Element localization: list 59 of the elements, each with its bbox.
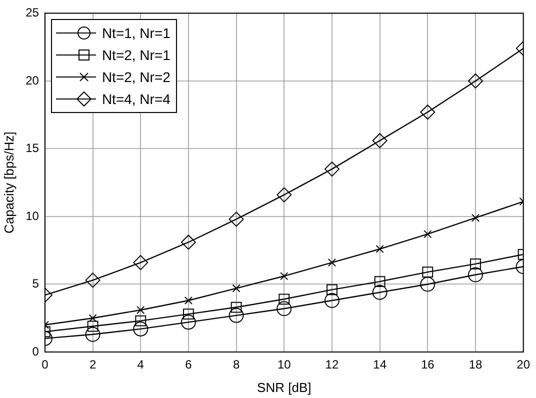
y-tick-label: 0 bbox=[32, 344, 40, 358]
legend-label: Nt=4, Nr=4 bbox=[102, 91, 170, 108]
point bbox=[232, 284, 240, 292]
y-tick-label: 25 bbox=[26, 6, 40, 20]
point bbox=[468, 267, 483, 282]
point bbox=[326, 284, 338, 296]
point bbox=[324, 293, 340, 308]
y-tick-label: 15 bbox=[26, 141, 40, 156]
point bbox=[424, 230, 432, 238]
point bbox=[228, 212, 244, 227]
point bbox=[376, 244, 384, 254]
x-tick-label: 6 bbox=[185, 358, 192, 372]
point bbox=[85, 326, 100, 342]
point bbox=[133, 321, 148, 336]
point bbox=[422, 266, 434, 278]
legend-label: Nt=2, Nr=2 bbox=[102, 69, 170, 86]
point bbox=[278, 294, 290, 305]
point bbox=[180, 234, 196, 250]
y-tick-label: 10 bbox=[26, 208, 40, 223]
legend-label: Nt=2, Nr=1 bbox=[102, 47, 170, 64]
point bbox=[184, 296, 192, 305]
point bbox=[88, 314, 97, 322]
point bbox=[280, 272, 288, 280]
x-tick-label: 4 bbox=[137, 358, 144, 372]
x-tick-label: 0 bbox=[42, 358, 49, 372]
x-tick-label: 18 bbox=[468, 358, 482, 372]
point bbox=[372, 284, 388, 300]
x-tick-label: 20 bbox=[516, 358, 530, 372]
x-tick-label: 14 bbox=[373, 358, 387, 372]
point bbox=[420, 276, 436, 292]
point bbox=[328, 258, 336, 267]
point bbox=[85, 272, 100, 288]
legend-label: Nt=1, Nr=1 bbox=[102, 25, 170, 42]
x-tick-label: 2 bbox=[89, 358, 96, 372]
point bbox=[324, 162, 340, 177]
x-tick-label: 12 bbox=[325, 358, 339, 372]
point bbox=[276, 301, 292, 316]
point bbox=[420, 104, 436, 120]
x-tick-label: 16 bbox=[420, 358, 435, 372]
point bbox=[183, 308, 194, 320]
point bbox=[228, 308, 244, 323]
point bbox=[133, 255, 148, 270]
point bbox=[276, 187, 292, 202]
point bbox=[136, 306, 145, 314]
point bbox=[372, 133, 388, 148]
point bbox=[87, 320, 98, 332]
point bbox=[135, 315, 146, 326]
point bbox=[468, 73, 483, 88]
point bbox=[230, 302, 242, 313]
point bbox=[471, 214, 480, 222]
point bbox=[374, 276, 386, 287]
x-tick-label: 8 bbox=[232, 358, 240, 372]
point bbox=[180, 314, 196, 330]
y-tick-label: 20 bbox=[26, 73, 40, 88]
y-axis-title: Capacity [bps/Hz] bbox=[1, 132, 16, 234]
x-axis-title: SNR [dB] bbox=[257, 380, 312, 395]
x-tick-label: 10 bbox=[277, 358, 292, 372]
y-tick-label: 5 bbox=[32, 276, 40, 291]
point bbox=[470, 258, 481, 270]
